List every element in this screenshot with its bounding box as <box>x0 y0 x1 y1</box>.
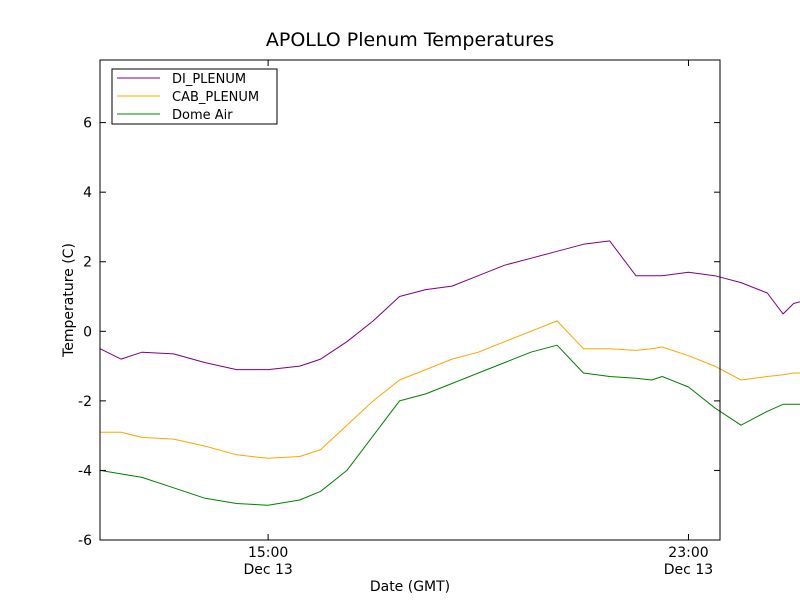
series-layer <box>99 240 800 506</box>
legend-label: DI_PLENUM <box>172 72 246 87</box>
x-tick-label-time: 23:00 <box>668 545 708 561</box>
legend: DI_PLENUM CAB_PLENUM Dome Air <box>111 68 278 125</box>
y-tick-label: 6 <box>83 116 92 132</box>
legend-label: Dome Air <box>172 108 233 123</box>
x-tick-label-date: Dec 13 <box>664 562 713 578</box>
plot-frame <box>99 59 721 541</box>
legend-label: CAB_PLENUM <box>172 90 259 105</box>
x-tick-label-time: 15:00 <box>248 545 288 561</box>
y-tick-label: -6 <box>78 533 92 549</box>
x-axis-label: Date (GMT) <box>370 579 450 595</box>
y-tick-label: -4 <box>78 463 92 479</box>
y-tick-label: 4 <box>83 185 92 201</box>
chart-title: APOLLO Plenum Temperatures <box>266 29 554 51</box>
series-line-dome-air <box>99 344 800 506</box>
y-tick-label: -2 <box>78 394 92 410</box>
series-line-di-plenum <box>99 240 800 371</box>
y-tick-label: 2 <box>83 255 92 271</box>
y-tick-label: 0 <box>83 324 92 340</box>
x-tick-label-date: Dec 13 <box>243 562 292 578</box>
series-line-cab-plenum <box>100 320 800 459</box>
y-axis-label: Temperature (C) <box>61 243 77 358</box>
